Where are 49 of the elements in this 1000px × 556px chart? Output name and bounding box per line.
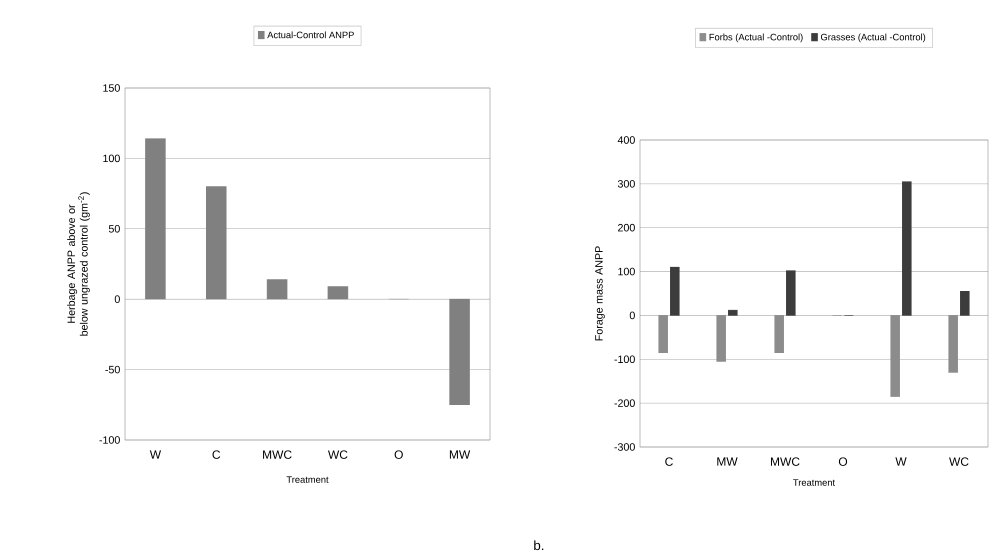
y-tick-label: -300 <box>614 443 635 451</box>
y-tick-label: -200 <box>614 399 635 407</box>
y-tick-label: -50 <box>105 366 120 374</box>
x-axis-title: Treatment <box>793 479 836 486</box>
legend-label: Forbs (Actual -Control) <box>710 34 803 42</box>
x-tick-label: O <box>394 450 403 459</box>
legend-label: Actual-Control ANPP <box>267 31 354 38</box>
bar <box>774 315 784 353</box>
bar <box>145 138 166 300</box>
x-tick-label: WC <box>328 450 348 459</box>
y-tick-label: 150 <box>103 84 120 92</box>
x-tick-label: O <box>838 457 848 466</box>
bar <box>728 310 738 316</box>
x-tick-label: MW <box>717 457 738 466</box>
y-tick-label: -100 <box>99 436 120 444</box>
bar <box>670 266 680 316</box>
bar <box>658 315 668 353</box>
legend-label: Grasses (Actual -Control) <box>820 34 926 42</box>
bar <box>786 270 796 316</box>
bar <box>328 286 348 300</box>
bar <box>716 315 726 362</box>
x-tick-label: C <box>665 457 673 466</box>
bar <box>266 279 288 300</box>
y-tick-label: 50 <box>108 225 120 233</box>
y-tick-label: 0 <box>630 312 635 320</box>
y-tick-label: 300 <box>618 180 635 188</box>
bar <box>890 315 900 397</box>
x-tick-label: C <box>212 450 220 459</box>
x-axis-title: Treatment <box>286 476 329 483</box>
x-tick-label: MWC <box>770 457 800 466</box>
y-tick-label: 200 <box>618 224 635 232</box>
bar <box>902 181 912 316</box>
bar <box>960 291 970 316</box>
x-tick-label: W <box>895 457 907 466</box>
bar <box>948 315 958 373</box>
y-tick-label: 100 <box>103 154 120 162</box>
y-axis-title: Forage mass ANPP <box>595 246 605 340</box>
y-tick-label: 100 <box>618 268 635 276</box>
x-tick-label: WC <box>949 457 969 466</box>
y-tick-label: 400 <box>618 136 635 144</box>
bar <box>449 298 470 406</box>
x-tick-label: MWC <box>263 450 292 459</box>
y-axis-title: Herbage ANPP above or below ungrazed control (gm$^{-2}$) <box>67 192 90 336</box>
y-tick-label: -100 <box>614 356 635 364</box>
text: b. <box>534 540 544 550</box>
x-tick-label: W <box>150 450 162 459</box>
bar <box>206 186 227 300</box>
y-tick-label: 0 <box>114 295 120 303</box>
x-tick-label: MW <box>450 450 470 459</box>
